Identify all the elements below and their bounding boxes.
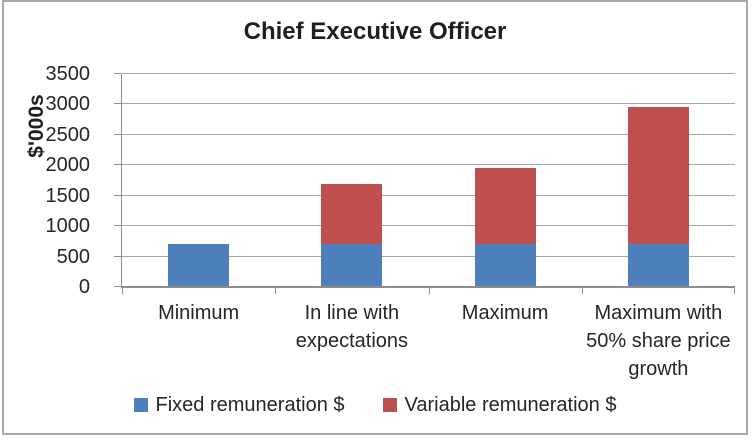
legend-label: Variable remuneration $ <box>404 394 617 416</box>
legend: Fixed remuneration $ Variable remuneratio… <box>4 393 746 417</box>
y-tick-mark <box>114 286 121 287</box>
x-tick-mark <box>275 288 277 294</box>
bar-segment-fixed <box>321 244 383 287</box>
x-tick-mark <box>734 288 735 294</box>
y-tick-mark <box>114 103 121 105</box>
gridline <box>122 255 735 257</box>
x-axis-line <box>121 286 735 288</box>
y-tick-label: 2000 <box>45 154 91 177</box>
y-tick-mark <box>114 73 121 74</box>
y-tick-mark <box>114 164 121 166</box>
gridline <box>122 225 735 227</box>
gridline <box>122 164 735 166</box>
category-label-3: Maximum <box>461 302 549 324</box>
chart-title: Chief Executive Officer <box>243 18 507 45</box>
bar-1 <box>168 244 230 287</box>
y-tick-label: 2500 <box>45 123 91 146</box>
plot-area: 0 500 1000 1500 2000 2500 3000 3500 <box>46 64 735 297</box>
y-tick-label: 3000 <box>45 93 91 116</box>
x-tick-mark <box>122 288 123 294</box>
bar-segment-variable <box>321 183 383 245</box>
category-labels: Minimum In line with expectations Maximum M… <box>122 299 735 383</box>
y-tick-label: 0 <box>78 276 90 298</box>
legend-item-fixed: Fixed remuneration $ <box>133 393 345 417</box>
category-label-4: Maximum with 50% share price growth <box>586 302 731 380</box>
x-tick-mark <box>428 288 430 294</box>
category-label-1: Minimum <box>158 302 240 324</box>
x-tick-mark <box>581 288 583 294</box>
bar-segment-variable <box>474 168 536 245</box>
y-tick-label: 1000 <box>45 215 91 238</box>
legend-label: Fixed remuneration $ <box>155 394 345 416</box>
gridline <box>122 103 735 105</box>
y-tick-mark <box>114 255 121 257</box>
bar-2 <box>321 183 383 287</box>
legend-swatch-icon <box>133 398 148 412</box>
bar-segment-fixed <box>168 244 230 287</box>
category-label-2: In line with expectations <box>295 302 409 352</box>
y-tick-label: 500 <box>56 245 90 268</box>
bar-segment-fixed <box>627 244 689 287</box>
y-tick-label: 1500 <box>45 184 91 207</box>
y-axis-line <box>121 74 122 287</box>
legend-item-variable: Variable remuneration $ <box>382 393 617 417</box>
gridline <box>122 73 735 74</box>
bar-3 <box>474 168 536 287</box>
bar-segment-variable <box>627 107 689 245</box>
bar-4 <box>627 107 689 287</box>
gridline <box>122 133 735 135</box>
y-tick-label: 3500 <box>45 63 91 85</box>
gridline <box>122 194 735 196</box>
bar-segment-fixed <box>474 244 536 287</box>
y-tick-mark <box>114 194 121 196</box>
legend-swatch-icon <box>382 398 397 412</box>
y-tick-mark <box>114 133 121 135</box>
y-tick-mark <box>114 225 121 227</box>
